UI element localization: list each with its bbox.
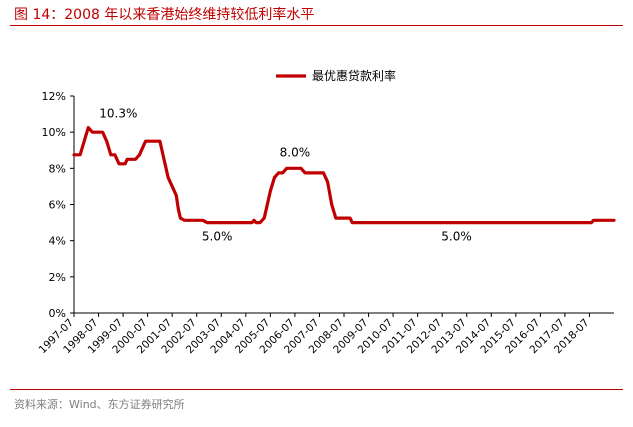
figure-source: 资料来源：Wind、东方证券研究所 bbox=[14, 398, 185, 411]
y-tick-label: 8% bbox=[49, 162, 66, 175]
source-divider bbox=[10, 389, 623, 390]
legend-label: 最优惠贷款利率 bbox=[312, 68, 396, 83]
data-label: 5.0% bbox=[202, 230, 233, 244]
y-tick-label: 4% bbox=[49, 235, 66, 248]
y-tick-label: 6% bbox=[49, 199, 66, 212]
title-divider bbox=[10, 25, 623, 26]
y-tick-label: 12% bbox=[42, 90, 66, 103]
series-line bbox=[72, 126, 616, 225]
data-label: 5.0% bbox=[441, 230, 472, 244]
data-label: 8.0% bbox=[280, 145, 311, 159]
y-tick-label: 0% bbox=[49, 307, 66, 320]
figure-title: 图 14：2008 年以来香港始终维持较低利率水平 bbox=[14, 7, 315, 23]
data-label: 10.3% bbox=[99, 107, 137, 121]
y-tick-label: 10% bbox=[42, 126, 66, 139]
y-tick-label: 2% bbox=[49, 271, 66, 284]
